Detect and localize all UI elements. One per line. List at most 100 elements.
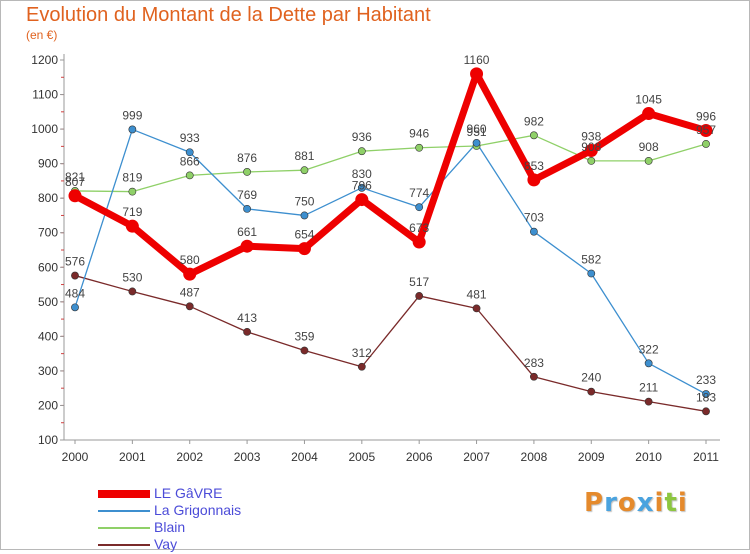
x-tick: 2009: [578, 440, 605, 464]
x-tick-label: 2004: [291, 450, 318, 464]
y-tick: 400: [38, 329, 64, 343]
data-label: 1160: [464, 53, 490, 67]
data-label: 359: [294, 330, 314, 344]
x-tick: 2003: [234, 440, 261, 464]
y-tick-label: 100: [38, 433, 58, 447]
proxiti-logo: Proxiti: [584, 488, 688, 518]
x-tick: 2005: [348, 440, 375, 464]
series-point-1: [300, 211, 309, 220]
series-point-1: [702, 390, 710, 398]
data-label: 719: [122, 205, 142, 219]
series-point-1: [530, 227, 538, 236]
legend-label: Vay: [154, 536, 178, 552]
y-tick-label: 700: [38, 226, 58, 240]
series-point-0: [125, 219, 139, 233]
data-label: 1045: [635, 93, 662, 107]
data-label: 703: [524, 211, 544, 225]
data-label: 322: [639, 342, 659, 356]
chart-subtitle: (en €): [26, 28, 58, 42]
data-label: 866: [180, 154, 200, 168]
data-label: 312: [352, 346, 372, 360]
series-point-0: [527, 173, 541, 187]
data-label: 936: [352, 130, 372, 144]
data-label: 881: [294, 149, 314, 163]
x-tick-label: 2005: [348, 450, 375, 464]
series-point-3: [128, 287, 137, 296]
data-label: 807: [65, 175, 85, 189]
data-label: 946: [409, 127, 429, 141]
x-tick: 2000: [62, 440, 89, 464]
series-point-0: [470, 67, 484, 81]
data-label: 908: [639, 140, 659, 154]
x-tick: 2007: [463, 440, 490, 464]
series-point-1: [243, 204, 251, 213]
data-label: 982: [524, 114, 544, 128]
y-tick: 1100: [32, 88, 64, 102]
y-tick-label: 400: [38, 329, 58, 343]
x-tick-label: 2000: [62, 450, 89, 464]
legend-swatch: [98, 510, 150, 512]
series-point-1: [415, 203, 424, 212]
series-point-1: [128, 125, 137, 134]
series-point-1: [71, 303, 79, 312]
data-label: 673: [409, 221, 429, 235]
data-label: 183: [696, 390, 716, 404]
series-point-3: [185, 302, 194, 311]
legend-swatch: [98, 527, 150, 529]
y-tick: 800: [38, 191, 64, 205]
data-label: 796: [352, 179, 372, 193]
legend-label: Blain: [154, 519, 186, 535]
axes: 100 200 300 400 500 600 700 800 900 1000 1100 1200 2…: [31, 53, 720, 464]
series-point-3: [71, 271, 79, 280]
logo-letter: x: [636, 488, 655, 518]
legend-label: LE GâVRE: [154, 485, 223, 501]
series-point-0: [297, 242, 311, 256]
y-tick-label: 1100: [32, 88, 58, 102]
data-label: 938: [581, 130, 601, 144]
series-point-0: [355, 193, 369, 207]
series-lines: [71, 70, 710, 412]
x-tick-label: 2009: [578, 450, 605, 464]
x-tick: 2001: [119, 440, 146, 464]
data-label: 999: [122, 108, 142, 122]
x-tick-label: 2003: [234, 450, 261, 464]
y-tick: 300: [38, 364, 64, 378]
x-tick: 2004: [291, 440, 318, 464]
data-labels: 807 719 580 661 654 796 673 1160 853 938 1045 996 48…: [65, 53, 716, 405]
series-point-3: [300, 346, 309, 355]
series-line-0: [71, 70, 710, 278]
series-point-0: [584, 144, 598, 158]
logo-letter: P: [584, 488, 605, 518]
data-label: 283: [524, 356, 544, 370]
series-point-3: [530, 372, 538, 381]
series-point-2: [644, 156, 653, 165]
data-label: 582: [581, 252, 601, 266]
series-point-3: [587, 387, 596, 396]
series-point-1: [472, 139, 481, 147]
y-tick: 1000: [31, 122, 64, 136]
y-tick-label: 800: [38, 191, 58, 205]
y-tick-label: 500: [38, 295, 58, 309]
data-label: 821: [65, 170, 85, 184]
data-label: 853: [524, 159, 544, 173]
series-point-0: [642, 107, 656, 121]
logo-letter: i: [677, 488, 688, 518]
data-label: 580: [180, 253, 200, 267]
data-label: 484: [65, 286, 85, 300]
y-tick-label: 300: [38, 364, 58, 378]
series-point-1: [644, 359, 653, 368]
y-tick: 900: [38, 157, 64, 171]
y-tick: 200: [38, 398, 64, 412]
data-label: 996: [696, 109, 716, 123]
data-label: 750: [294, 194, 314, 208]
data-label: 830: [352, 167, 372, 181]
data-label: 908: [581, 140, 601, 154]
series-point-1: [357, 183, 366, 192]
x-tick: 2002: [176, 440, 203, 464]
data-label: 413: [237, 311, 257, 325]
data-label: 951: [467, 125, 487, 139]
series-point-2: [243, 168, 251, 176]
x-tick-label: 2007: [463, 450, 490, 464]
legend-label: La Grigonnais: [154, 502, 242, 518]
data-label: 481: [467, 287, 487, 301]
